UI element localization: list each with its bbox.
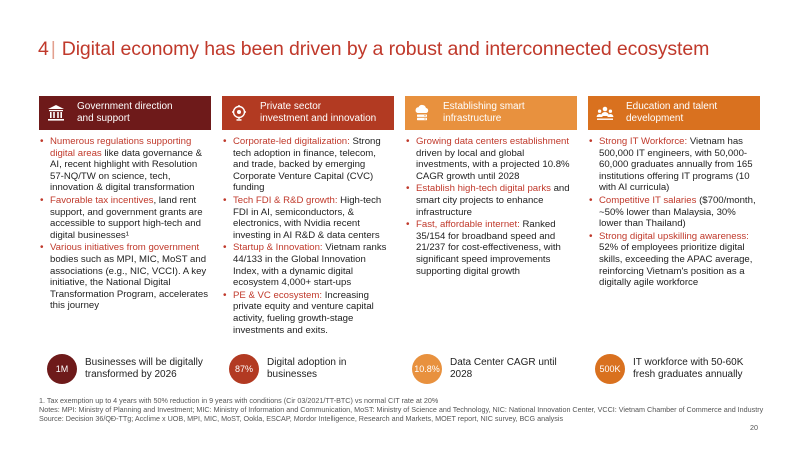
- title-separator: |: [50, 38, 56, 60]
- footnotes: 1. Tax exemption up to 4 years with 50% …: [39, 396, 769, 423]
- bullet-list: Growing data centers establishment drive…: [405, 136, 577, 277]
- kpi-digital-adoption: 87% Digital adoption in businesses: [229, 354, 397, 384]
- page-title: 4 | Digital economy has been driven by a r…: [38, 38, 778, 61]
- people-group-icon: [596, 104, 614, 122]
- column-private-sector: Private sector investment and innovation …: [222, 96, 394, 337]
- list-item: Competitive IT salaries ($700/month, ~50…: [588, 195, 760, 230]
- kpi-label: Data Center CAGR until 2028: [450, 357, 557, 380]
- kpi-badge: 10.8%: [412, 354, 442, 384]
- kpi-label: Digital adoption in businesses: [267, 357, 347, 380]
- list-item: Growing data centers establishment drive…: [405, 136, 577, 182]
- list-item: Establish high-tech digital parks and sm…: [405, 183, 577, 218]
- list-item: Startup & Innovation: Vietnam ranks 44/1…: [222, 242, 394, 288]
- kpi-badge: 1M: [47, 354, 77, 384]
- bullet-list: Numerous regulations supporting digital …: [39, 136, 211, 312]
- section-number: 4: [38, 38, 49, 60]
- list-item: Various initiatives from government bodi…: [39, 242, 211, 312]
- column-header: Private sector investment and innovation: [222, 96, 394, 130]
- list-item: Favorable tax incentives, land rent supp…: [39, 195, 211, 241]
- footnote-tax: 1. Tax exemption up to 4 years with 50% …: [39, 396, 439, 405]
- kpi-label: IT workforce with 50-60K fresh graduates…: [633, 357, 744, 380]
- column-header-label: Education and talent development: [626, 101, 718, 124]
- column-header-label: Establishing smart infrastructure: [443, 101, 525, 124]
- list-item: Strong IT Workforce: Vietnam has 500,000…: [588, 136, 760, 194]
- government-building-icon: [47, 104, 65, 122]
- cloud-server-icon: [413, 104, 431, 122]
- title-text: Digital economy has been driven by a rob…: [61, 38, 710, 60]
- list-item: Corporate-led digitalization: Strong tec…: [222, 136, 394, 194]
- bullet-list: Strong IT Workforce: Vietnam has 500,000…: [588, 136, 760, 289]
- kpi-data-center: 10.8% Data Center CAGR until 2028: [412, 354, 580, 384]
- column-header-label: Private sector investment and innovation: [260, 101, 377, 124]
- footnote-notes: Notes: MPI: Ministry of Planning and Inv…: [39, 405, 764, 414]
- kpi-badge: 500K: [595, 354, 625, 384]
- kpi-badge: 87%: [229, 354, 259, 384]
- column-header: Government direction and support: [39, 96, 211, 130]
- column-header: Establishing smart infrastructure: [405, 96, 577, 130]
- footnote-source: Source: Decision 36/QĐ-TTg; Acclime x UO…: [39, 414, 564, 423]
- kpi-businesses: 1M Businesses will be digitally transfor…: [47, 354, 215, 384]
- list-item: Fast, affordable internet: Ranked 35/154…: [405, 219, 577, 277]
- list-item: Strong digital upskilling awareness: 52%…: [588, 231, 760, 289]
- list-item: PE & VC ecosystem: Increasing private eq…: [222, 290, 394, 336]
- list-item: Tech FDI & R&D growth: High-tech FDI in …: [222, 195, 394, 241]
- light-bulb-gear-icon: [230, 104, 248, 122]
- column-header: Education and talent development: [588, 96, 760, 130]
- bullet-list: Corporate-led digitalization: Strong tec…: [222, 136, 394, 336]
- kpi-label: Businesses will be digitally transformed…: [85, 357, 203, 380]
- list-item: Numerous regulations supporting digital …: [39, 136, 211, 194]
- page-number: 20: [750, 423, 758, 432]
- kpi-it-workforce: 500K IT workforce with 50-60K fresh grad…: [595, 354, 763, 384]
- column-header-label: Government direction and support: [77, 101, 173, 124]
